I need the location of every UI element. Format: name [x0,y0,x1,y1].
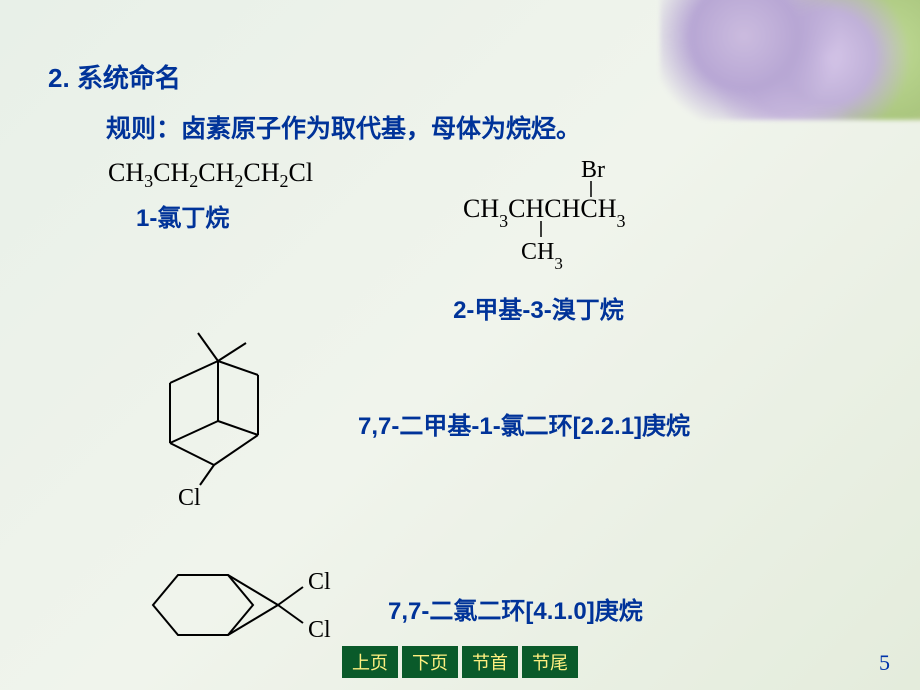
compound-2-name: 2-甲基-3-溴丁烷 [453,290,653,325]
cl-label-bottom: Cl [308,617,331,643]
compound-2-main: CH3CHCHCH3 [463,194,625,231]
nav-button-bar: 上页 下页 节首 节尾 [342,646,578,678]
examples-row-2: Cl 7,7-二甲基-1-氯二环[2.2.1]庚烷 [128,325,872,515]
compound-4-structure: Cl Cl [128,545,348,665]
compound-2-structure: Br CH3CHCHCH3 CH3 [433,159,653,279]
compound-1-name: 1-氯丁烷 [136,198,313,233]
compound-1: CH3CH2CH2CH2Cl 1-氯丁烷 [108,159,313,233]
slide-content: 2. 系统命名 规则：卤素原子作为取代基，母体为烷烃。 CH3CH2CH2CH2… [0,0,920,665]
examples-row-1: CH3CH2CH2CH2Cl 1-氯丁烷 Br CH3CHCHCH3 CH3 2… [108,159,872,325]
section-title: 2. 系统命名 [48,58,872,95]
section-start-button[interactable]: 节首 [462,646,518,678]
ch3-label: CH3 [521,239,563,273]
cl-label: Cl [178,485,201,511]
cl-label-top: Cl [308,569,331,595]
page-number: 5 [879,650,890,676]
rule-text: 规则：卤素原子作为取代基，母体为烷烃。 [106,109,872,145]
compound-2: Br CH3CHCHCH3 CH3 2-甲基-3-溴丁烷 [433,159,653,325]
section-end-button[interactable]: 节尾 [522,646,578,678]
next-page-button[interactable]: 下页 [402,646,458,678]
compound-3-structure: Cl [128,325,298,515]
compound-4-name: 7,7-二氯二环[4.1.0]庚烷 [388,591,643,626]
br-label: Br [581,159,605,183]
compound-1-formula: CH3CH2CH2CH2Cl [108,159,313,192]
prev-page-button[interactable]: 上页 [342,646,398,678]
compound-3-name: 7,7-二甲基-1-氯二环[2.2.1]庚烷 [358,406,690,441]
